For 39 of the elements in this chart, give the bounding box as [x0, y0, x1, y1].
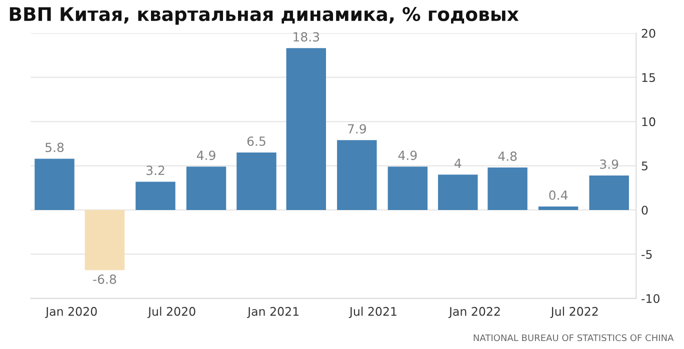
y-tick-label: 5 [642, 162, 648, 170]
data-label: 4 [454, 158, 462, 168]
bar [286, 48, 326, 210]
text: NATIONAL BUREAU OF STATISTICS OF CHINA [474, 334, 674, 342]
x-tick-label: Jan 2022 [448, 306, 500, 318]
data-label: 4.8 [498, 152, 517, 161]
y-tick-label: 20 [642, 28, 656, 38]
x-tick-label: Jan 2021 [246, 306, 298, 318]
chart-title: ВВП Китая, квартальная динамика, % годовых [10, 6, 519, 25]
bar [388, 166, 428, 210]
bar [538, 206, 578, 210]
bar [136, 182, 176, 210]
bar [236, 152, 276, 210]
data-label: 0.4 [549, 190, 568, 200]
bar [589, 176, 629, 210]
data-label: 18.3 [294, 32, 320, 42]
data-label: 7.9 [348, 124, 366, 134]
y-tick-label: -10 [642, 294, 660, 304]
bar [337, 140, 377, 210]
data-label: -6.8 [93, 274, 116, 284]
bar [34, 158, 74, 210]
x-tick-label: Jul 2022 [550, 306, 598, 318]
data-label: 6.5 [247, 136, 266, 146]
x-tick-label: Jul 2021 [348, 306, 396, 318]
bar [84, 210, 125, 270]
y-tick-label: 15 [642, 73, 655, 82]
bar [488, 168, 528, 210]
x-tick-label: Jan 2020 [45, 306, 97, 318]
data-label: 3.2 [146, 166, 164, 176]
data-label: 4.9 [196, 150, 216, 160]
y-tick-label: 10 [642, 117, 656, 126]
data-label: 5.8 [46, 142, 64, 152]
y-tick-label: -5 [642, 250, 652, 259]
y-tick-label: 0 [642, 206, 648, 215]
data-label: 3.9 [600, 159, 618, 169]
bar [186, 166, 226, 210]
data-label: 4.9 [398, 150, 417, 160]
x-tick-label: Jul 2020 [147, 306, 196, 318]
bar [438, 174, 478, 210]
